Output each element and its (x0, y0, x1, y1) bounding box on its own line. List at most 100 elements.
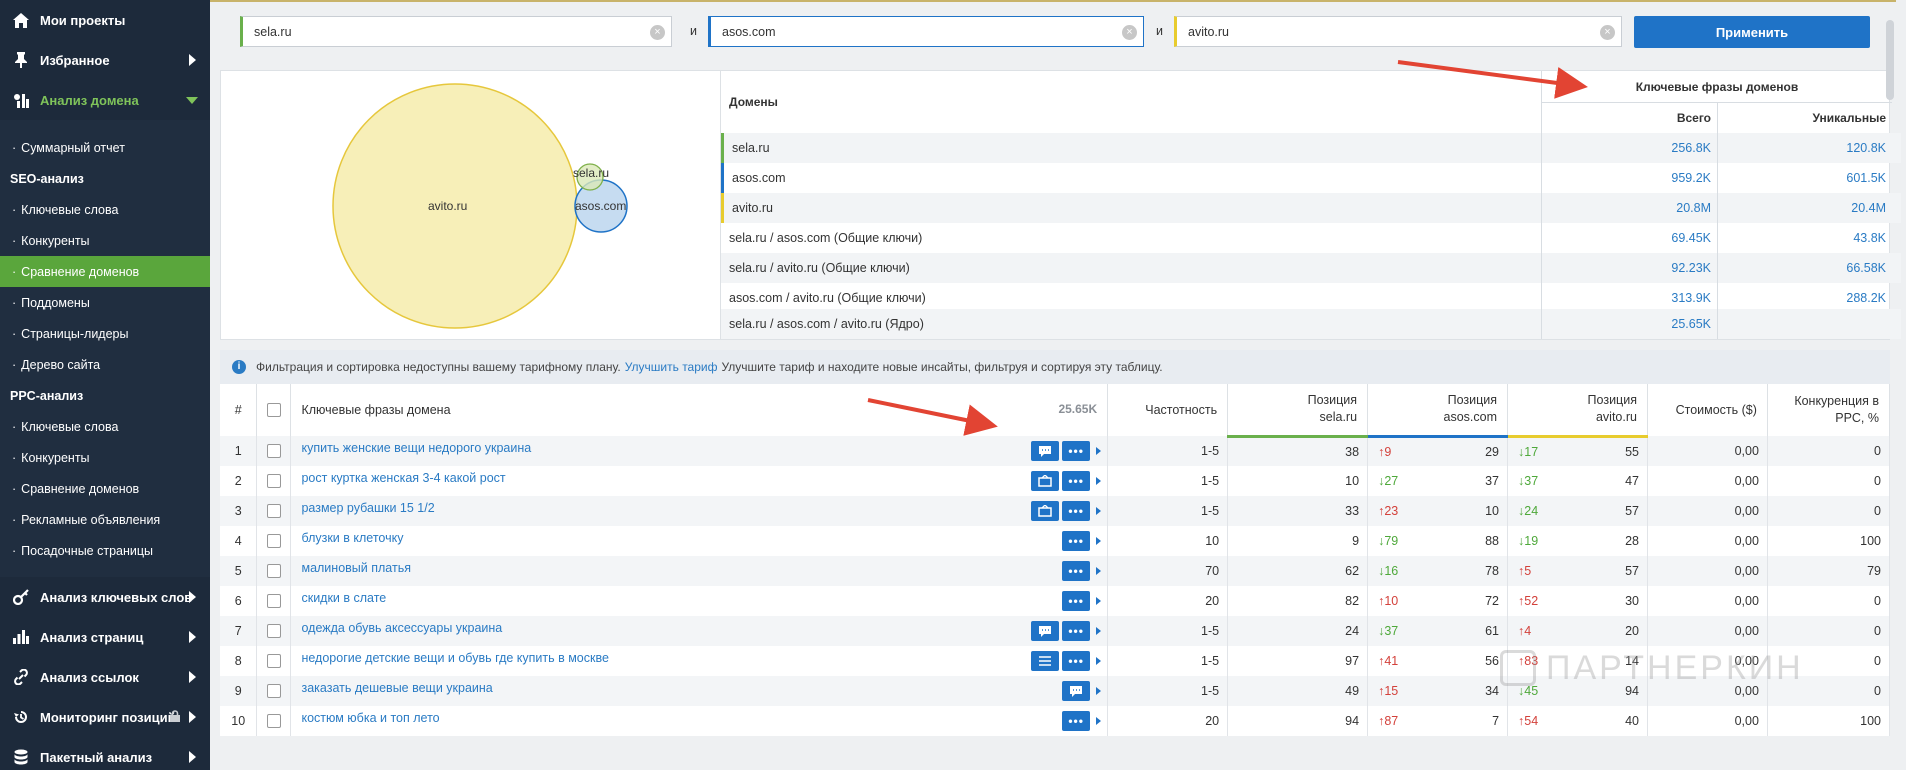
pos-asos-cell: ↓16 78 (1367, 556, 1509, 586)
comment-button[interactable] (1031, 441, 1060, 461)
more-button[interactable]: ••• (1062, 561, 1091, 581)
domain3-input[interactable]: avito.ru × (1174, 16, 1622, 47)
nav-position-monitoring[interactable]: Мониторинг позиций (0, 697, 210, 737)
expand-arrow-icon[interactable] (1096, 447, 1102, 455)
row-checkbox[interactable] (266, 504, 281, 519)
venn-circle-sela[interactable] (576, 163, 604, 191)
ad-preview-button[interactable] (1031, 501, 1060, 521)
sidebar-item-ppc-compare[interactable]: · Сравнение доменов (12, 481, 140, 496)
row-checkbox-cell (256, 586, 292, 616)
sidebar-item-ads[interactable]: · Рекламные объявления (12, 512, 161, 527)
row-checkbox[interactable] (266, 714, 281, 729)
sidebar-item-subdomains[interactable]: · Поддомены (12, 295, 90, 310)
expand-arrow-icon[interactable] (1096, 507, 1102, 515)
position-delta: ↓79 (1378, 534, 1399, 548)
more-button[interactable]: ••• (1062, 501, 1091, 521)
more-button[interactable]: ••• (1062, 591, 1091, 611)
upgrade-link[interactable]: Улучшить тариф (624, 360, 718, 374)
sidebar-item-seo-competitors[interactable]: · Конкуренты (12, 233, 90, 248)
keyword-link[interactable]: заказать дешевые вещи украина (301, 681, 493, 695)
keyword-link[interactable]: размер рубашки 15 1/2 (301, 501, 435, 515)
list-button[interactable] (1031, 651, 1060, 671)
expand-arrow-icon[interactable] (1096, 567, 1102, 575)
keyword-link[interactable]: рост куртка женская 3-4 какой рост (301, 471, 506, 485)
row-checkbox-cell (256, 526, 292, 556)
sidebar-item-seo-keywords[interactable]: · Ключевые слова (12, 202, 119, 217)
row-checkbox-cell (256, 676, 292, 706)
nav-batch-analysis[interactable]: Пакетный анализ (0, 737, 210, 770)
frequency-cell: 20 (1107, 706, 1229, 736)
keyword-link[interactable]: скидки в слате (301, 591, 387, 605)
keyword-link[interactable]: костюм юбка и топ лето (301, 711, 440, 725)
expand-arrow-icon[interactable] (1096, 657, 1102, 665)
pos-sela-cell: 49 (1227, 676, 1369, 706)
row-num: 1 (220, 436, 258, 466)
nav-link-analysis[interactable]: Анализ ссылок (0, 657, 210, 697)
keyword-link[interactable]: недорогие детские вещи и обувь где купит… (301, 651, 609, 665)
more-button[interactable]: ••• (1062, 711, 1091, 731)
nav-favorites[interactable]: Избранное (0, 40, 210, 80)
cost-cell: 0,00 (1647, 556, 1768, 586)
col-frequency: Частотность (1107, 384, 1229, 436)
expand-arrow-icon[interactable] (1096, 477, 1102, 485)
more-button[interactable]: ••• (1062, 621, 1091, 641)
expand-arrow-icon[interactable] (1096, 627, 1102, 635)
pos-sela-cell: 24 (1227, 616, 1369, 646)
section-ppc: PPC-анализ (10, 388, 84, 403)
clear-icon[interactable]: × (650, 25, 665, 40)
nav-page-analysis[interactable]: Анализ страниц (0, 617, 210, 657)
venn-diagram: sela.ru asos.com avito.ru (221, 71, 721, 339)
nav-domain-analysis[interactable]: Анализ домена (0, 80, 210, 120)
sidebar-item-ppc-keywords[interactable]: · Ключевые слова (12, 419, 119, 434)
cost-cell: 0,00 (1647, 436, 1768, 466)
select-all-checkbox[interactable] (266, 403, 281, 418)
sidebar-item-top-pages[interactable]: · Страницы-лидеры (12, 326, 129, 341)
sidebar-item-ppc-competitors[interactable]: · Конкуренты (12, 450, 90, 465)
more-button[interactable]: ••• (1062, 531, 1091, 551)
keyword-link[interactable]: одежда обувь аксессуары украина (301, 621, 503, 635)
ad-preview-button[interactable] (1031, 471, 1060, 491)
nav-label: Мониторинг позиций (40, 709, 176, 725)
row-checkbox[interactable] (266, 594, 281, 609)
sidebar-item-site-tree[interactable]: · Дерево сайта (12, 357, 101, 372)
sidebar-item-landing-pages[interactable]: · Посадочные страницы (12, 543, 154, 558)
nav-label: Анализ ссылок (40, 669, 139, 685)
comment-button[interactable] (1062, 681, 1091, 701)
sidebar: Мои проекты Избранное Анализ домена · Сум… (0, 0, 210, 770)
scrollbar[interactable] (1886, 20, 1894, 100)
keyword-link[interactable]: малиновый платья (301, 561, 411, 575)
row-checkbox[interactable] (266, 684, 281, 699)
row-checkbox[interactable] (266, 444, 281, 459)
keyword-link[interactable]: купить женские вещи недорого украина (301, 441, 532, 455)
row-checkbox[interactable] (266, 534, 281, 549)
nav-my-projects[interactable]: Мои проекты (0, 0, 210, 40)
sidebar-item-summary[interactable]: · Суммарный отчет (12, 140, 125, 155)
comment-button[interactable] (1031, 621, 1060, 641)
pos-asos-cell: ↑41 56 (1367, 646, 1509, 676)
clear-icon[interactable]: × (1600, 25, 1615, 40)
keyword-cell: скидки в слате ••• (290, 586, 1109, 616)
table-row: 1 купить женские вещи недорого украина •••… (220, 436, 1891, 466)
expand-arrow-icon[interactable] (1096, 717, 1102, 725)
nav-keyword-analysis[interactable]: Анализ ключевых слов (0, 577, 210, 617)
row-checkbox[interactable] (266, 654, 281, 669)
row-checkbox[interactable] (266, 474, 281, 489)
pos-asos-cell: ↑23 10 (1367, 496, 1509, 526)
expand-arrow-icon[interactable] (1096, 597, 1102, 605)
more-button[interactable]: ••• (1062, 441, 1091, 461)
more-button[interactable]: ••• (1062, 651, 1091, 671)
frequency-cell: 1-5 (1107, 466, 1229, 496)
domain1-input[interactable]: sela.ru × (240, 16, 672, 47)
expand-arrow-icon[interactable] (1096, 687, 1102, 695)
more-button[interactable]: ••• (1062, 471, 1091, 491)
venn-svg (332, 83, 628, 329)
row-actions: ••• (1031, 471, 1102, 491)
domain2-input[interactable]: asos.com × (708, 16, 1144, 47)
sidebar-item-seo-compare[interactable]: · Сравнение доменов (0, 256, 210, 287)
clear-icon[interactable]: × (1122, 25, 1137, 40)
apply-button[interactable]: Применить (1634, 16, 1870, 48)
row-checkbox[interactable] (266, 564, 281, 579)
row-checkbox[interactable] (266, 624, 281, 639)
keyword-link[interactable]: блузки в клеточку (301, 531, 404, 545)
expand-arrow-icon[interactable] (1096, 537, 1102, 545)
